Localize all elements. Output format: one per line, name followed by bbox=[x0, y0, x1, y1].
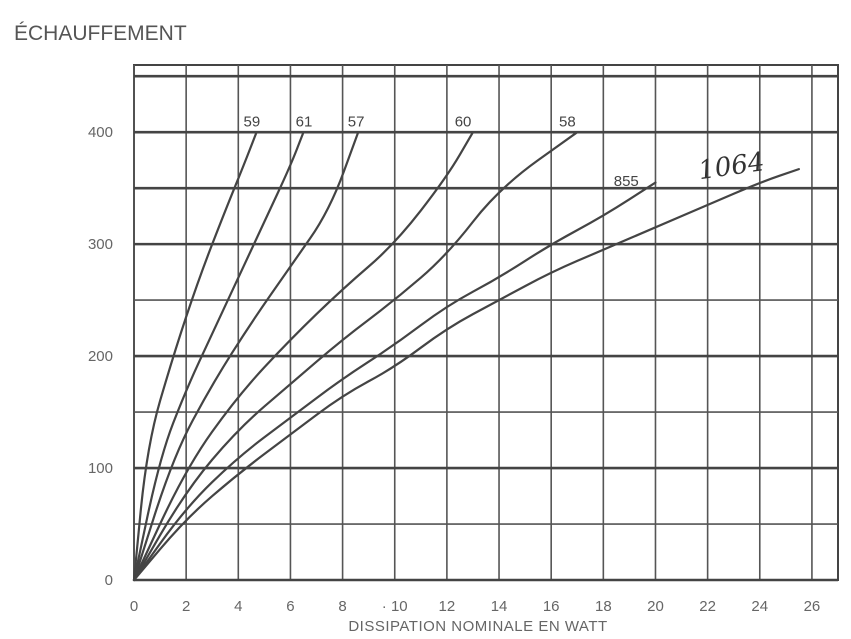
x-tick-label: 18 bbox=[595, 598, 612, 615]
curve-label-60: 60 bbox=[455, 114, 472, 131]
series-line-58 bbox=[132, 131, 579, 582]
x-axis-ticks: 0 2 4 6 8 · 10 12 14 16 18 20 22 24 26 bbox=[130, 598, 820, 615]
y-tick-label: 300 bbox=[88, 236, 113, 253]
x-tick-label: · 10 bbox=[382, 598, 408, 615]
x-tick-label: 4 bbox=[234, 598, 242, 615]
y-axis-ticks: 0 100 200 300 400 bbox=[88, 124, 113, 589]
curve-label-58: 58 bbox=[559, 114, 576, 131]
chart-title: ÉCHAUFFEMENT bbox=[14, 22, 187, 45]
x-tick-label: 26 bbox=[804, 598, 821, 615]
x-tick-label: 20 bbox=[647, 598, 664, 615]
x-tick-label: 8 bbox=[338, 598, 346, 615]
x-tick-label: 16 bbox=[543, 598, 560, 615]
curve-label-57: 57 bbox=[348, 114, 365, 131]
series-line-60 bbox=[132, 131, 475, 582]
y-tick-label: 0 bbox=[105, 572, 113, 589]
x-tick-label: 6 bbox=[286, 598, 294, 615]
series-line-61 bbox=[132, 131, 305, 582]
series-line-59 bbox=[132, 131, 258, 582]
curve-label-61: 61 bbox=[296, 114, 313, 131]
x-tick-label: 22 bbox=[699, 598, 716, 615]
curve-label-59: 59 bbox=[244, 114, 261, 131]
y-tick-label: 100 bbox=[88, 460, 113, 477]
x-tick-label: 0 bbox=[130, 598, 138, 615]
series-line-57 bbox=[132, 131, 360, 582]
x-tick-label: 12 bbox=[439, 598, 456, 615]
y-tick-label: 400 bbox=[88, 124, 113, 141]
curves bbox=[132, 131, 800, 582]
series-line-855 bbox=[132, 181, 657, 582]
curve-label-855: 855 bbox=[614, 173, 639, 190]
grid bbox=[133, 64, 839, 582]
x-tick-label: 14 bbox=[491, 598, 508, 615]
x-axis-label: DISSIPATION NOMINALE EN WATT bbox=[348, 618, 607, 635]
x-tick-label: 2 bbox=[182, 598, 190, 615]
x-tick-label: 24 bbox=[751, 598, 768, 615]
plot-frame bbox=[133, 64, 839, 581]
y-tick-label: 200 bbox=[88, 348, 113, 365]
series-line-1064 bbox=[132, 168, 800, 582]
